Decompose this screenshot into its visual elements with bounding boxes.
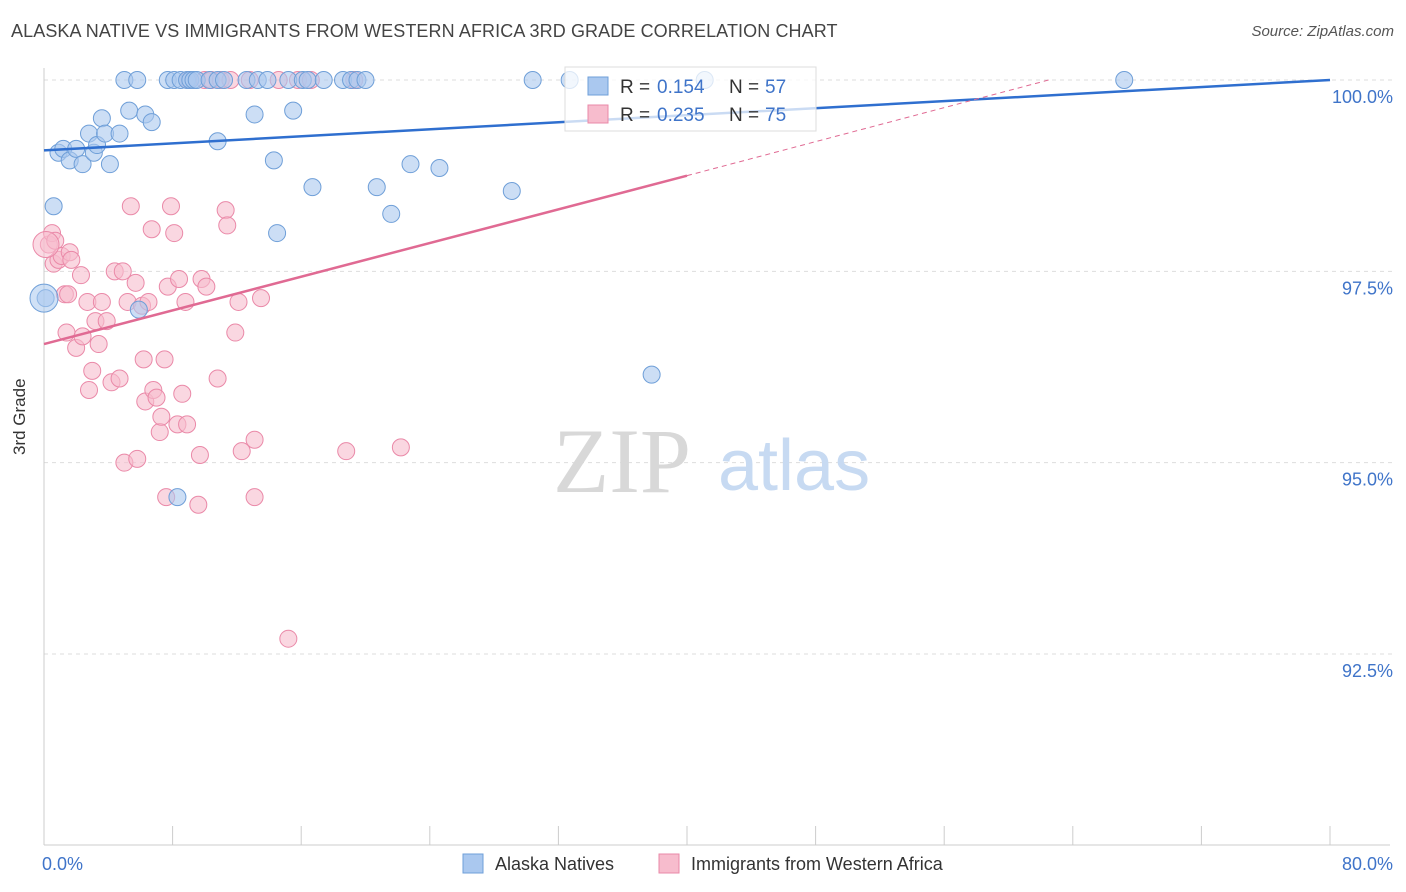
alaska-point-1: [45, 198, 62, 215]
alaska-point-41: [315, 72, 332, 89]
y-tick-label-3: 92.5%: [1342, 661, 1393, 681]
immigrants-point-59: [219, 217, 236, 234]
stats-legend: R = 0.154 N = 57 R = 0.235 N = 75: [565, 67, 816, 131]
alaska-point-31: [246, 106, 263, 123]
alaska-point-49: [431, 160, 448, 177]
alaska-point-10: [93, 110, 110, 127]
alaska-point-16: [129, 72, 146, 89]
immigrants-point-18: [90, 336, 107, 353]
immigrants-point-74: [392, 439, 409, 456]
alaska-point-18: [143, 114, 160, 131]
stats-n-value-1: 75: [765, 105, 786, 126]
immigrants-point-65: [246, 431, 263, 448]
alaska-point-39: [299, 72, 316, 89]
bottom-legend-label-1: Immigrants from Western Africa: [691, 854, 944, 874]
immigrants-point-48: [179, 416, 196, 433]
stats-r-value-0: 0.154: [657, 77, 705, 98]
alaska-point-55: [1116, 72, 1133, 89]
immigrants-point-19: [93, 293, 110, 310]
alaska-point-45: [357, 72, 374, 89]
alaska-point-34: [265, 152, 282, 169]
immigrants-point-23: [111, 370, 128, 387]
immigrants-point-56: [209, 370, 226, 387]
immigrants-point-large: [33, 232, 59, 258]
y-axis-label: 3rd Grade: [10, 378, 30, 455]
alaska-point-12: [101, 156, 118, 173]
immigrants-point-43: [166, 225, 183, 242]
watermark: ZIP atlas: [553, 410, 870, 512]
immigrants-point-54: [198, 278, 215, 295]
watermark-zip: ZIP: [553, 410, 691, 512]
alaska-point-28: [216, 72, 233, 89]
immigrants-point-15: [81, 381, 98, 398]
immigrants-point-12: [72, 267, 89, 284]
immigrants-point-58: [217, 202, 234, 219]
stats-r-label-0: R =: [620, 77, 650, 98]
alaska-point-56: [130, 301, 147, 318]
immigrants-point-28: [127, 274, 144, 291]
immigrants-point-39: [156, 351, 173, 368]
stats-n-label-0: N =: [729, 77, 759, 98]
stats-r-label-1: R =: [620, 105, 650, 126]
bottom-legend: Alaska Natives Immigrants from Western Af…: [463, 854, 944, 874]
y-tick-label-0: 100.0%: [1332, 87, 1393, 107]
grid-layer: [44, 80, 1392, 654]
alaska-point-15: [121, 102, 138, 119]
alaska-point-50: [503, 182, 520, 199]
stats-n-label-1: N =: [729, 105, 759, 126]
y-tick-label-2: 95.0%: [1342, 470, 1393, 490]
x-tick-label-0: 0.0%: [42, 854, 83, 874]
immigrants-point-45: [171, 270, 188, 287]
stats-n-value-0: 57: [765, 77, 786, 98]
x-tick-label-1: 80.0%: [1342, 854, 1393, 874]
y-tick-label-1: 97.5%: [1342, 278, 1393, 298]
immigrants-point-66: [246, 489, 263, 506]
scatter-chart: ZIP atlas 100.0% 97.5% 95.0% 92.5% 0.0% 80.0%…: [0, 0, 1406, 892]
bottom-legend-swatch-0: [463, 854, 483, 873]
bottom-legend-swatch-1: [659, 854, 679, 873]
stats-legend-swatch-0: [588, 77, 608, 95]
immigrants-point-8: [60, 286, 77, 303]
immigrants-point-38: [153, 408, 170, 425]
immigrants-point-46: [174, 385, 191, 402]
alaska-point-53: [643, 366, 660, 383]
immigrants-point-36: [148, 389, 165, 406]
immigrants-trend-line: [44, 176, 687, 344]
alaska-point-33: [259, 72, 276, 89]
alaska-point-13: [111, 125, 128, 142]
stats-r-value-1: 0.235: [657, 105, 705, 126]
immigrants-point-50: [190, 496, 207, 513]
immigrants-point-42: [162, 198, 179, 215]
immigrants-point-61: [227, 324, 244, 341]
alaska-point-35: [269, 225, 286, 242]
alaska-point-48: [402, 156, 419, 173]
alaska-point-46: [368, 179, 385, 196]
immigrants-point-27: [122, 198, 139, 215]
stats-legend-swatch-1: [588, 105, 608, 123]
immigrants-point-62: [230, 293, 247, 310]
immigrants-point-31: [135, 351, 152, 368]
immigrants-point-29: [129, 450, 146, 467]
alaska-point-57: [169, 489, 186, 506]
alaska-point-51: [524, 72, 541, 89]
immigrants-point-16: [84, 362, 101, 379]
immigrants-point-67: [253, 290, 270, 307]
immigrants-point-10: [63, 251, 80, 268]
immigrants-point-37: [151, 424, 168, 441]
alaska-point-37: [285, 102, 302, 119]
immigrants-point-34: [143, 221, 160, 238]
bottom-legend-label-0: Alaska Natives: [495, 854, 614, 874]
immigrants-point-69: [280, 630, 297, 647]
alaska-point-large: [30, 284, 58, 312]
immigrants-point-51: [191, 447, 208, 464]
alaska-point-40: [304, 179, 321, 196]
alaska-point-47: [383, 205, 400, 222]
immigrants-point-72: [338, 443, 355, 460]
watermark-atlas: atlas: [718, 426, 870, 506]
